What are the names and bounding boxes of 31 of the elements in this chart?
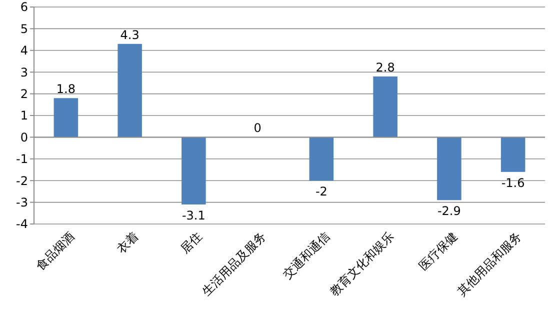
bar <box>500 137 526 172</box>
bar <box>437 137 462 200</box>
y-tick-label: 5 <box>20 22 28 36</box>
bar <box>182 137 206 204</box>
y-tick-label: -4 <box>16 217 28 232</box>
data-label: -2 <box>315 184 328 199</box>
data-label: 4.3 <box>120 28 140 42</box>
x-tick-label: 医疗保健 <box>416 229 460 274</box>
x-tick-label: 衣着 <box>114 229 141 256</box>
data-label: -3.1 <box>182 208 206 222</box>
y-tick-label: -2 <box>16 174 28 188</box>
bar <box>309 137 334 181</box>
y-tick-label: -1 <box>16 152 28 166</box>
y-tick-label: 3 <box>20 65 28 80</box>
x-tick-label: 食品烟酒 <box>33 229 78 274</box>
bar <box>54 98 78 138</box>
y-tick-label: 0 <box>20 130 28 144</box>
bar <box>118 44 142 138</box>
y-tick-label: 2 <box>20 87 28 101</box>
data-label: 2.8 <box>376 60 395 74</box>
x-tick-label: 居住 <box>178 229 205 256</box>
data-label: -1.6 <box>501 176 525 190</box>
bar <box>373 76 398 138</box>
data-label: 0 <box>254 121 262 136</box>
y-tick-label: 4 <box>20 44 28 58</box>
data-label: 1.8 <box>56 82 76 96</box>
y-tick-label: 6 <box>20 0 28 14</box>
y-tick-label: 1 <box>20 108 28 123</box>
data-label: -2.9 <box>437 204 461 218</box>
y-tick-label: -3 <box>16 196 28 210</box>
x-tick-label: 交通和通信 <box>280 229 333 282</box>
